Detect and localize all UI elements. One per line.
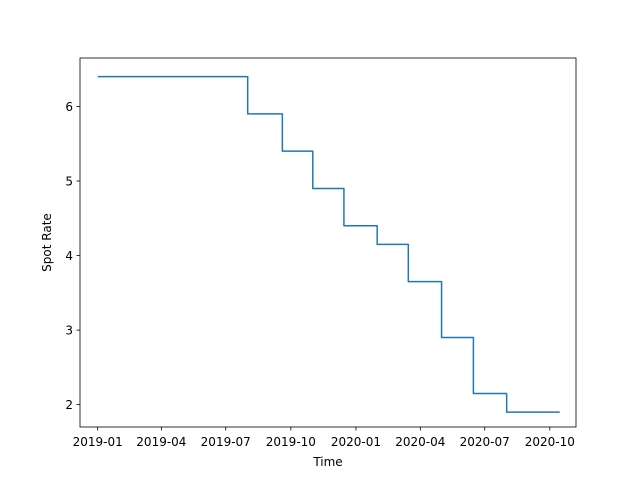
x-axis-label: Time bbox=[312, 455, 342, 469]
x-tick-label: 2020-07 bbox=[460, 435, 510, 449]
y-axis-label: Spot Rate bbox=[40, 213, 54, 272]
y-tick-label: 5 bbox=[65, 175, 73, 189]
y-tick-label: 3 bbox=[65, 324, 73, 338]
y-tick-label: 2 bbox=[65, 398, 73, 412]
axes-frame bbox=[79, 57, 577, 428]
x-axis: 2019-01 2019-04 2019-07 2019-10 2020-01 2020-… bbox=[73, 427, 575, 449]
x-tick-label: 2019-01 bbox=[73, 435, 123, 449]
x-tick-label: 2019-10 bbox=[266, 435, 316, 449]
y-axis: 2 3 4 5 6 bbox=[65, 100, 80, 412]
x-tick-label: 2020-04 bbox=[395, 435, 445, 449]
x-tick-label: 2019-07 bbox=[201, 435, 251, 449]
x-tick-label: 2020-01 bbox=[331, 435, 381, 449]
plot-area bbox=[79, 57, 577, 428]
x-tick-label: 2019-04 bbox=[136, 435, 186, 449]
y-tick-label: 4 bbox=[65, 249, 73, 263]
y-tick-label: 6 bbox=[65, 100, 73, 114]
spot-rate-line bbox=[97, 75, 560, 413]
x-tick-label: 2020-10 bbox=[525, 435, 575, 449]
